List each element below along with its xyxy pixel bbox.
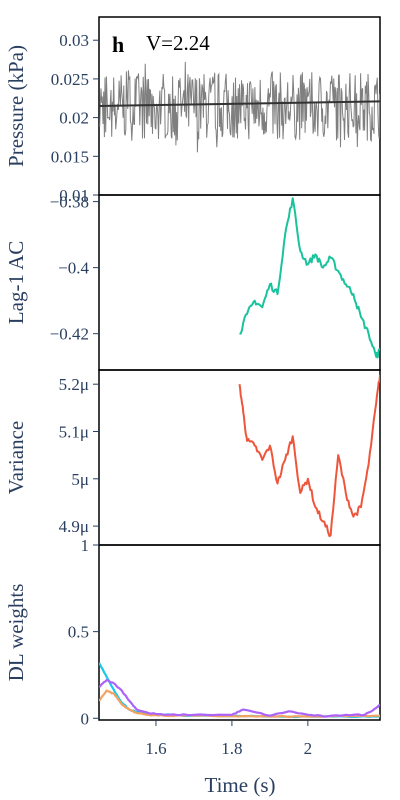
y-tick-label: 0.025	[51, 70, 89, 89]
panel-annotation: V=2.24	[146, 31, 210, 55]
y-axis-label: DL weights	[4, 584, 28, 682]
x-tick-label: 1.8	[221, 739, 242, 758]
panel-lag-1-ac: −0.38 −0.4 −0.42 Lag-1 AC	[4, 193, 381, 371]
panel-letter: h	[112, 32, 124, 57]
series-lag-1-ac-0	[239, 197, 380, 359]
series-dl-weights-0	[99, 662, 380, 719]
y-tick-label: 0.5	[68, 623, 89, 642]
series-variance-0	[238, 374, 380, 538]
y-tick-label: 4.9μ	[59, 517, 89, 536]
y-axis-label: Pressure (kPa)	[4, 45, 28, 167]
x-axis-label: Time (s)	[205, 773, 276, 797]
y-tick-label: 0.03	[59, 31, 89, 50]
panel-variance: 4.9μ 5μ 5.1μ 5.2μ Variance	[4, 369, 381, 546]
y-tick-label: 0.015	[51, 147, 89, 166]
panel-dl-weights: 0 0.5 1 DL weights 1.6 1.8 2	[4, 536, 381, 758]
y-tick-label: 0.02	[59, 109, 89, 128]
y-axis-label: Lag-1 AC	[4, 241, 28, 324]
y-tick-label: 5.1μ	[59, 422, 89, 441]
series-dl-weights-1	[99, 689, 380, 719]
y-tick-label: 0.01	[59, 186, 89, 205]
y-axis-label: Variance	[4, 421, 28, 494]
y-tick-label: 0	[81, 709, 90, 728]
y-tick-label: −0.42	[50, 325, 89, 344]
series-dl-weights-2	[99, 679, 380, 718]
y-tick-label: 5μ	[71, 470, 89, 489]
series-smoothed-pressure	[99, 100, 380, 107]
x-tick-label: 2	[304, 739, 313, 758]
y-tick-label: −0.4	[58, 259, 89, 278]
series-raw-pressure	[99, 61, 380, 153]
y-tick-label: 1	[81, 536, 90, 555]
panel-pressure-kpa: 0.01 0.015 0.02 0.025 0.03 Pressure (kPa)	[4, 16, 381, 205]
y-tick-label: 5.2μ	[59, 375, 89, 394]
plot-frame	[98, 544, 381, 721]
plot-frame	[98, 194, 381, 371]
y-tick-label: −0.38	[50, 193, 89, 212]
x-tick-label: 1.6	[145, 739, 166, 758]
